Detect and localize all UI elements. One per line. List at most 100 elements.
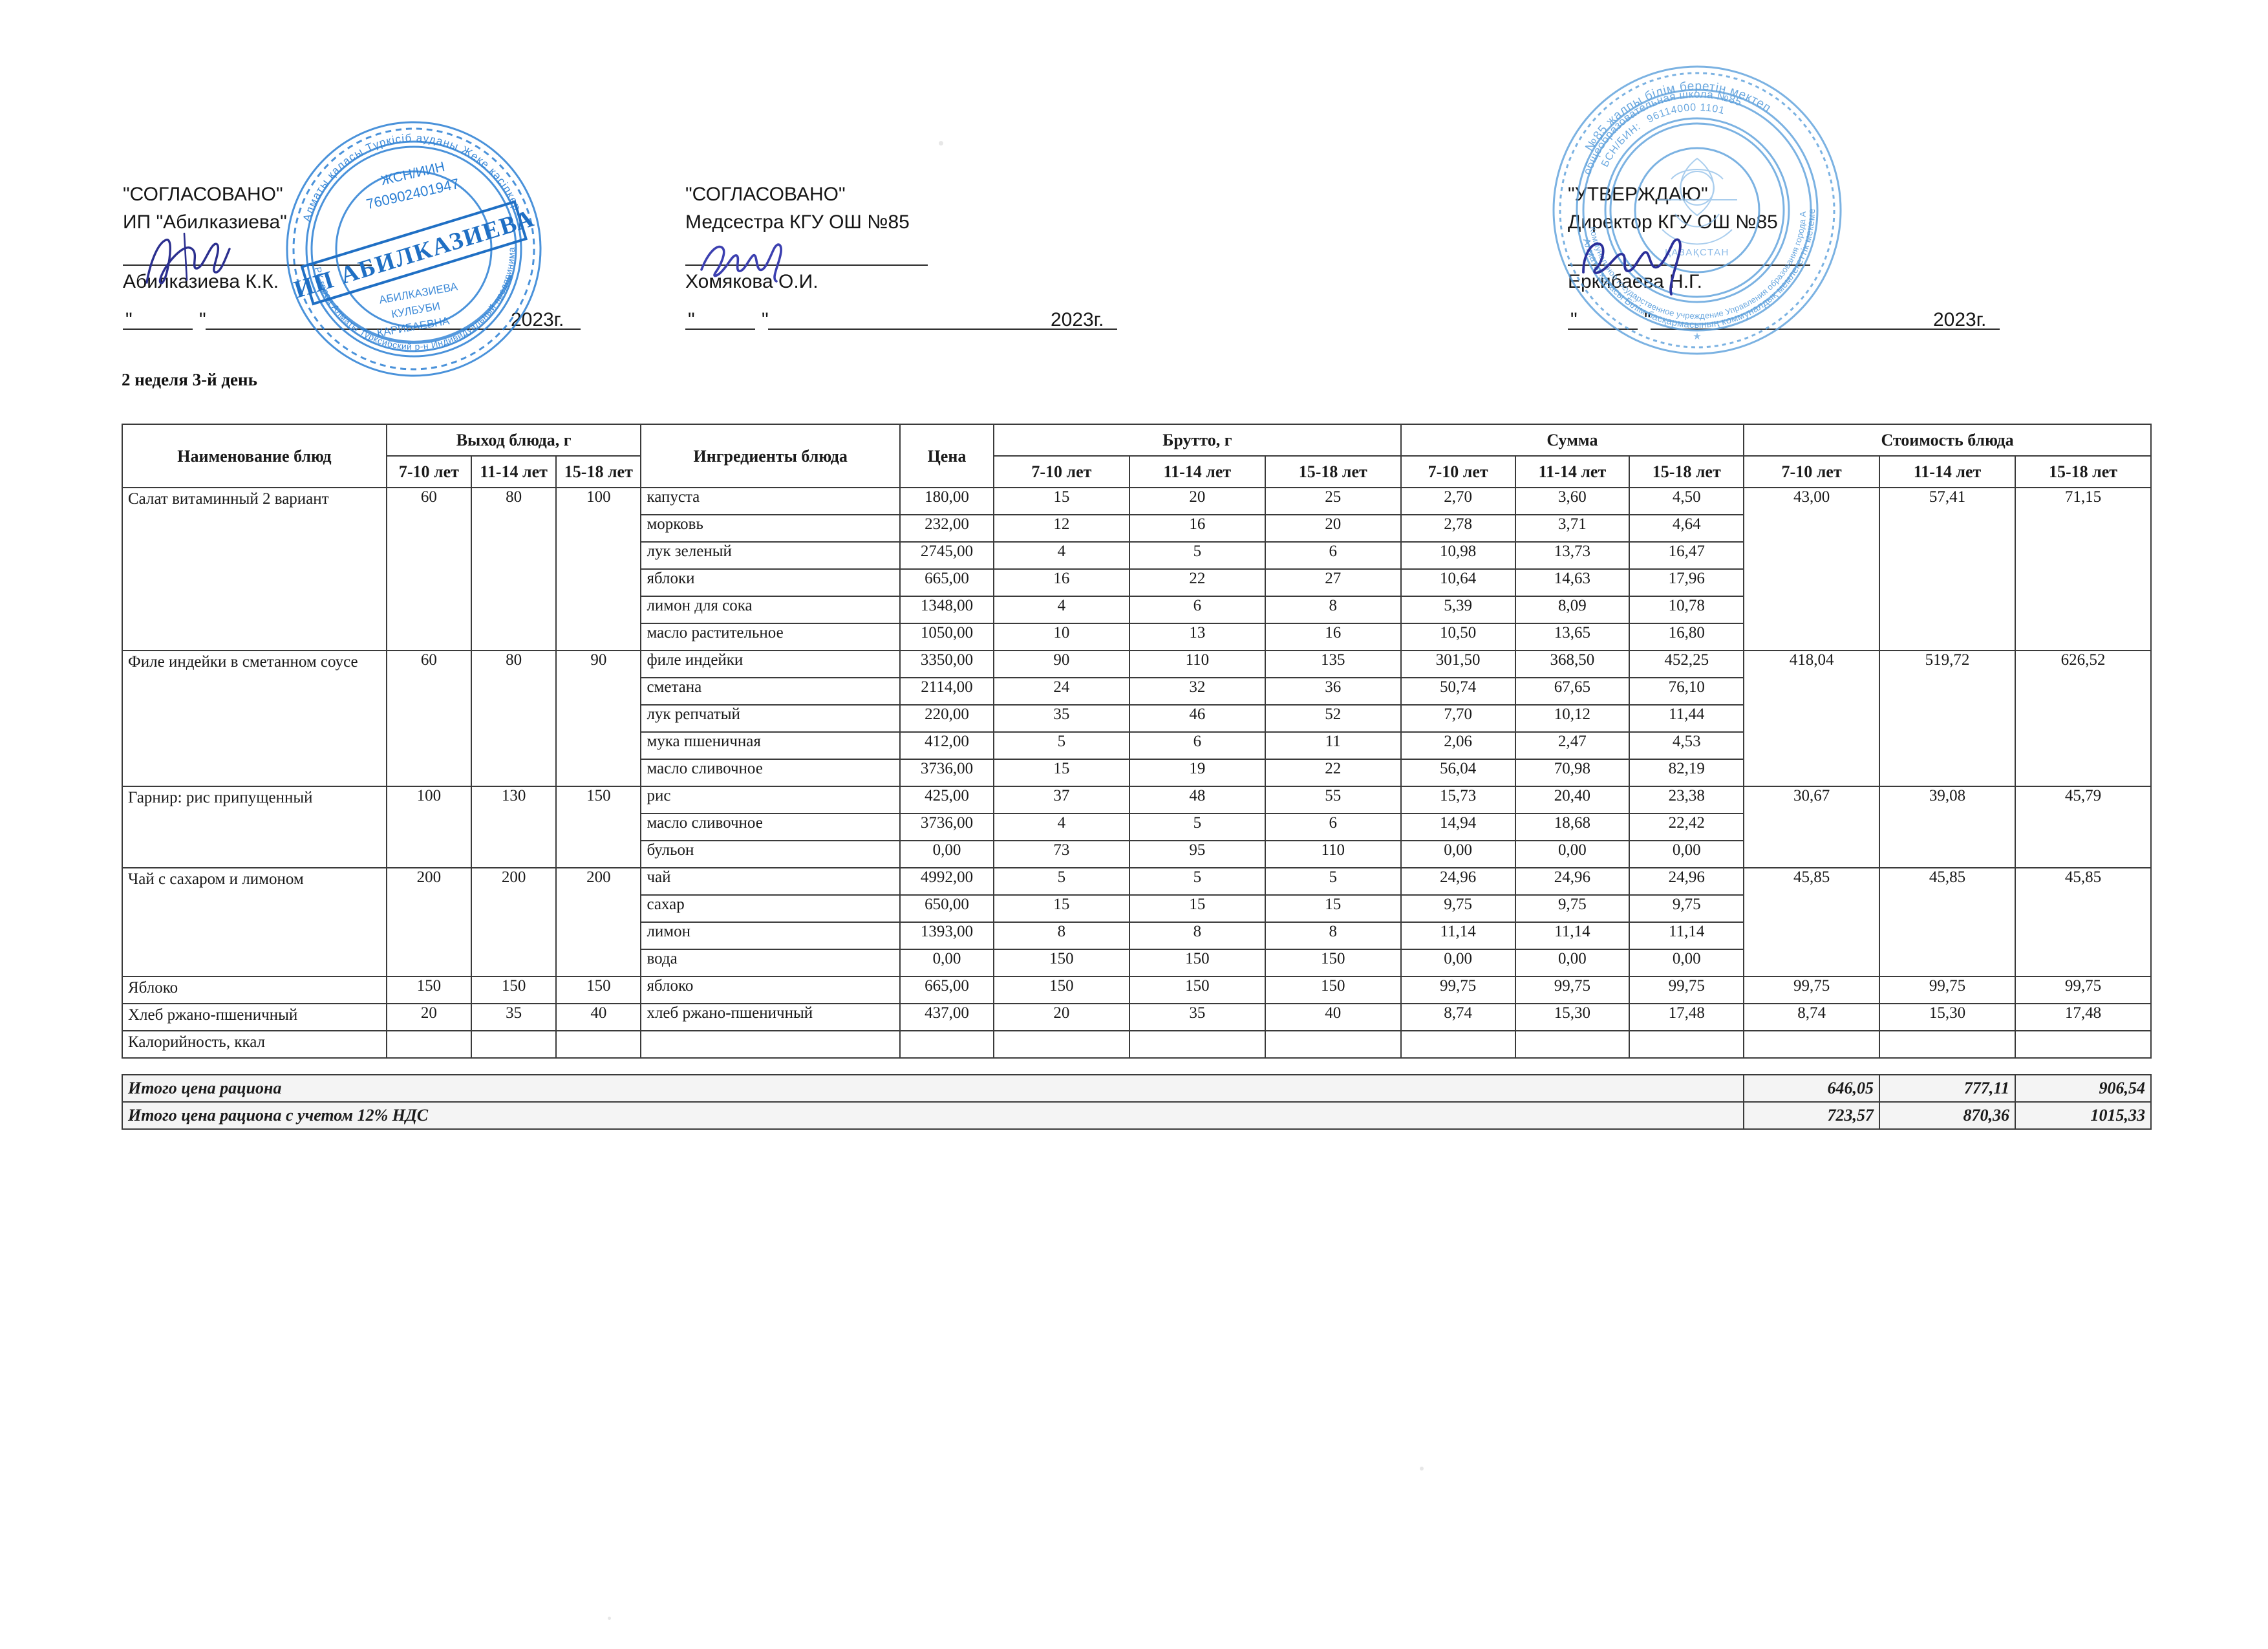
cell-sum-15-18: 0,00	[1629, 840, 1745, 869]
cell-cost-11-14: 57,41	[1879, 487, 2016, 652]
approval-block-nurse: "СОГЛАСОВАНО" Медсестра КГУ ОШ №85 Хомяк…	[685, 181, 1117, 336]
cell-gross-11-14: 32	[1128, 677, 1266, 706]
cell-ingredient: сметана	[640, 677, 901, 706]
cell-gross-11-14: 15	[1128, 894, 1266, 923]
stamp-iin-label: ЖСН/ИИН	[380, 159, 446, 188]
age-header-gross-7-10: 7-10 лет	[992, 455, 1130, 489]
cell-price: 2114,00	[899, 677, 994, 706]
cell-gross-11-14: 5	[1128, 813, 1266, 842]
cell-gross-7-10: 4	[992, 541, 1130, 570]
cell-gross-7-10: 5	[992, 867, 1130, 896]
cell-ingredient: мука пшеничная	[640, 731, 901, 760]
cell-gross-7-10: 15	[992, 759, 1130, 788]
cell-gross-11-14	[1128, 1030, 1266, 1059]
cell-sum-7-10: 15,73	[1400, 786, 1516, 815]
approval-block-director: "УТВЕРЖДАЮ" Директор КГУ ОШ №85 Еркибаев…	[1568, 181, 2000, 336]
totals-label: Итого цена рациона с учетом 12% НДС	[121, 1101, 1745, 1130]
cell-sum-15-18: 10,78	[1629, 596, 1745, 625]
col-header-gross: Брутто, г	[992, 423, 1402, 457]
cell-output-7-10: 200	[385, 867, 473, 978]
cell-sum-7-10	[1400, 1030, 1516, 1059]
header-row-top: Наименование блюд Выход блюда, г Ингреди…	[122, 423, 2152, 489]
cell-gross-15-18: 52	[1264, 704, 1402, 733]
cell-gross-15-18: 36	[1264, 677, 1402, 706]
cell-price: 2745,00	[899, 541, 994, 570]
cell-gross-7-10: 12	[992, 514, 1130, 543]
cell-cost-15-18: 626,52	[2014, 650, 2152, 788]
cell-ingredient: морковь	[640, 514, 901, 543]
date-quote-close: "	[1644, 308, 1651, 330]
cell-sum-7-10: 10,50	[1400, 623, 1516, 652]
date-day-rule	[123, 328, 193, 330]
cell-ingredient: чай	[640, 867, 901, 896]
cell-price: 4992,00	[899, 867, 994, 896]
cell-gross-7-10: 10	[992, 623, 1130, 652]
cell-cost-15-18: 17,48	[2014, 1003, 2152, 1032]
cell-sum-15-18: 9,75	[1629, 894, 1745, 923]
table-row: лук репчатый 220,00 35 46 52 7,70 10,12 11,44	[122, 704, 2151, 733]
cell-gross-11-14: 8	[1128, 921, 1266, 951]
header-row-ages: 7-10 лет 11-14 лет 15-18 лет 7-10 лет 11…	[122, 455, 2152, 489]
cell-gross-11-14: 150	[1128, 976, 1266, 1005]
cell-gross-15-18: 150	[1264, 949, 1402, 978]
approval-date-row: " " 2023г.	[1568, 307, 2000, 336]
cell-price: 0,00	[899, 949, 994, 978]
cell-sum-15-18: 4,64	[1629, 514, 1745, 543]
cell-price: 437,00	[899, 1003, 994, 1032]
age-header-sum-11-14: 11-14 лет	[1514, 455, 1631, 489]
stamp-inner-name-2: КУЛБУБИ	[390, 300, 442, 321]
approval-name: Еркибаева Н.Г.	[1568, 271, 1702, 293]
cell-sum-15-18: 99,75	[1629, 976, 1745, 1005]
cell-sum-11-14: 10,12	[1514, 704, 1631, 733]
cell-sum-7-10: 50,74	[1400, 677, 1516, 706]
cell-price: 220,00	[899, 704, 994, 733]
age-header-gross-11-14: 11-14 лет	[1128, 455, 1266, 489]
cell-cost-15-18: 45,85	[2014, 867, 2152, 978]
table-head: Наименование блюд Выход блюда, г Ингреди…	[122, 423, 2152, 489]
age-header-output-7-10: 7-10 лет	[385, 455, 473, 489]
cell-sum-11-14: 14,63	[1514, 568, 1631, 598]
cell-gross-15-18: 110	[1264, 840, 1402, 869]
signature-rule	[685, 264, 928, 266]
cell-sum-15-18: 24,96	[1629, 867, 1745, 896]
stamp-ring-top-kk: №85 жалпы білім беретін мектеп	[1583, 80, 1773, 154]
cell-ingredient: яблоки	[640, 568, 901, 598]
cell-output-7-10: 150	[385, 976, 473, 1005]
cell-sum-7-10: 24,96	[1400, 867, 1516, 896]
cell-ingredient: бульон	[640, 840, 901, 869]
cell-price: 665,00	[899, 976, 994, 1005]
cell-cost-7-10: 99,75	[1743, 976, 1881, 1005]
cell-price: 180,00	[899, 487, 994, 516]
age-header-gross-15-18: 15-18 лет	[1264, 455, 1402, 489]
cell-output-7-10: 60	[385, 650, 473, 788]
cell-sum-11-14: 70,98	[1514, 759, 1631, 788]
cell-gross-11-14: 13	[1128, 623, 1266, 652]
cell-ingredient: капуста	[640, 487, 901, 516]
cell-gross-15-18: 27	[1264, 568, 1402, 598]
cell-output-15-18: 90	[555, 650, 642, 788]
stamp-ring-top-ru: общеобразовательная школа №85	[1581, 88, 1743, 177]
cell-gross-11-14: 46	[1128, 704, 1266, 733]
col-header-cost: Стоимость блюда	[1743, 423, 2152, 457]
totals-value-15-18: 906,54	[2014, 1074, 2152, 1103]
table-row: Хлеб ржано-пшеничный 20 35 40 хлеб ржано-пше…	[122, 1003, 2152, 1032]
totals-value-11-14: 777,11	[1879, 1074, 2016, 1103]
cell-sum-15-18: 0,00	[1629, 949, 1745, 978]
cell-gross-7-10: 73	[992, 840, 1130, 869]
approval-date-row: " " 2023г.	[123, 307, 581, 336]
cell-cost-11-14: 39,08	[1879, 786, 2016, 869]
cell-ingredient: масло растительное	[640, 623, 901, 652]
cell-ingredient: лимон	[640, 921, 901, 951]
cell-price: 1393,00	[899, 921, 994, 951]
totals-value-11-14: 870,36	[1879, 1101, 2016, 1130]
cell-output-11-14: 35	[470, 1003, 557, 1032]
cell-sum-7-10: 2,78	[1400, 514, 1516, 543]
cell-output-7-10: 20	[385, 1003, 473, 1032]
cell-output-15-18: 40	[555, 1003, 642, 1032]
cell-sum-15-18: 23,38	[1629, 786, 1745, 815]
cell-gross-11-14: 22	[1128, 568, 1266, 598]
cell-sum-11-14: 13,73	[1514, 541, 1631, 570]
cell-sum-7-10: 99,75	[1400, 976, 1516, 1005]
totals-body: Итого цена рациона 646,05 777,11 906,54 Итог…	[121, 1058, 2152, 1130]
table-body: Салат витаминный 2 вариант 60 80 100 капуста…	[122, 487, 2152, 1059]
